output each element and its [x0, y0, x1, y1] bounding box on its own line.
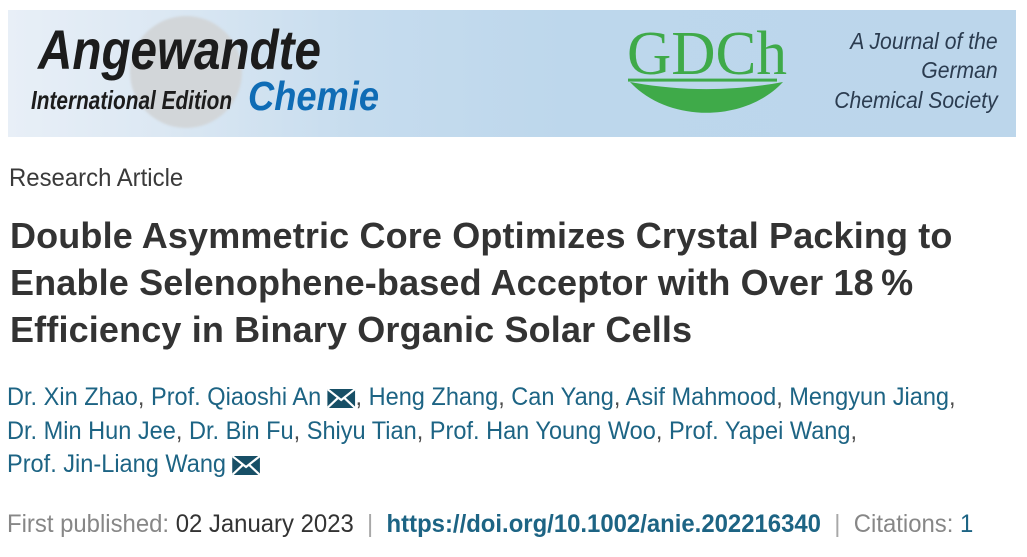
svg-text:GDCh: GDCh [627, 20, 787, 88]
